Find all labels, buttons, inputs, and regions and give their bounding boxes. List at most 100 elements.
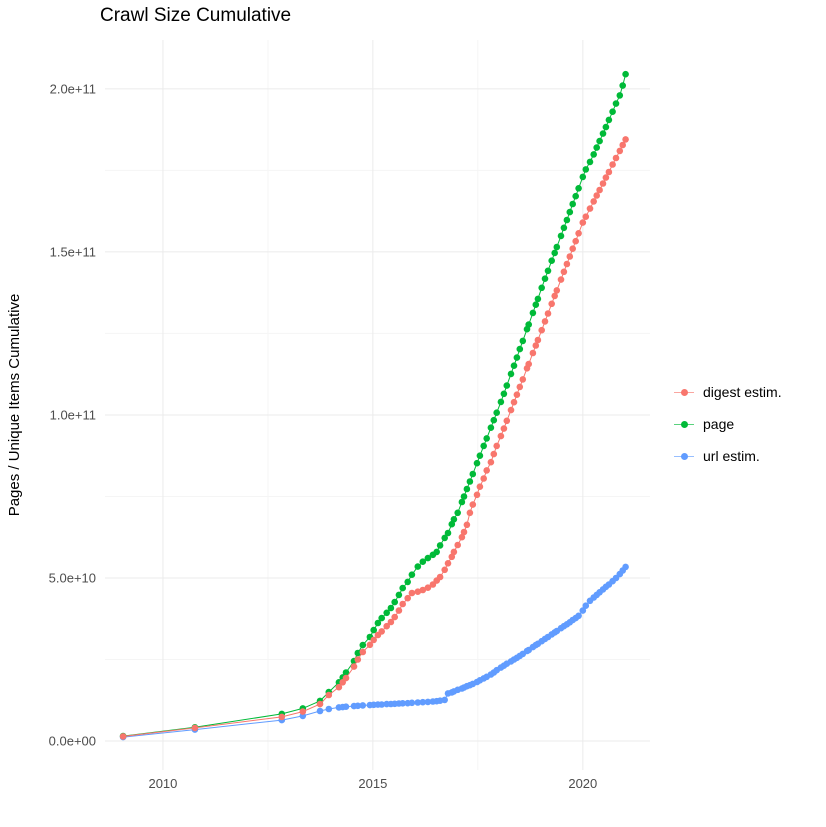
data-point-page [404,578,412,586]
data-point-digest-estim- [450,548,458,556]
data-point-page [553,243,561,251]
data-point-digest-estim- [458,533,466,541]
data-point-digest-estim- [370,636,378,644]
legend-key-digest-estim-icon [674,385,694,399]
data-point-page [378,614,386,622]
data-point-digest-estim- [553,287,561,294]
data-point-page [538,284,545,292]
data-point-digest-estim- [424,584,432,591]
data-point-url-estim- [378,701,386,708]
data-point-page [529,309,537,317]
data-point-page [419,558,427,565]
data-point-page [590,151,597,158]
data-point-page [395,591,403,599]
data-point-page [463,485,471,493]
x-tick-label: 2015 [358,776,387,791]
data-point-digest-estim- [519,376,527,383]
data-point-page [619,82,626,89]
data-point-page [469,470,477,478]
data-point-page [460,493,468,500]
data-point-url-estim- [316,707,324,715]
data-point-digest-estim- [404,594,412,602]
data-point-page [458,498,466,506]
data-point-page [593,144,600,151]
data-point-page [441,534,449,542]
data-point-page [370,626,378,634]
data-point-digest-estim- [342,674,350,682]
data-point-url-estim- [354,702,362,710]
data-point-page [424,554,432,562]
data-point-url-estim- [359,702,367,709]
data-point-digest-estim- [548,300,555,308]
data-point-page [596,137,603,145]
y-tick-label: 0.0e+00 [49,733,96,748]
data-point-digest-estim- [490,450,498,458]
data-point-url-estim- [325,705,333,713]
data-point-digest-estim- [507,406,515,414]
data-point-page [450,516,458,523]
data-point-digest-estim- [366,641,374,649]
data-point-page [408,571,416,578]
legend-label-url-estim: url estim. [703,448,760,464]
legend-label-page: page [703,416,735,432]
data-point-page [507,370,515,378]
data-point-page [599,130,607,137]
data-point-digest-estim- [503,417,511,425]
data-point-page [544,267,552,275]
data-point-page [563,216,571,224]
data-point-page [513,354,521,361]
data-point-digest-estim- [582,213,590,220]
data-point-digest-estim- [476,483,484,491]
data-point-digest-estim- [378,628,386,635]
data-point-digest-estim- [473,491,481,499]
data-point-digest-estim- [460,528,468,536]
series-line-digest-estim- [123,139,627,737]
data-point-digest-estim- [590,198,597,205]
data-point-url-estim- [414,699,422,706]
data-point-digest-estim- [560,268,568,276]
data-point-page [342,669,350,676]
legend-label-digest-estim: digest estim. [703,384,782,400]
data-point-page [503,382,511,389]
data-point-page [579,173,587,181]
data-point-page [466,478,474,485]
data-point-digest-estim- [563,260,571,268]
data-point-page [387,604,395,612]
data-point-url-estim- [622,563,629,571]
data-point-url-estim- [441,696,449,704]
data-point-digest-estim- [399,600,407,608]
data-point-page [557,232,565,240]
data-point-digest-estim- [510,398,518,406]
data-point-page [374,619,382,627]
data-point-digest-estim- [541,318,549,325]
legend-item-digest-estim: digest estim. [674,376,782,408]
data-point-digest-estim- [599,180,607,187]
data-point-digest-estim- [444,560,452,567]
data-point-digest-estim- [414,588,422,595]
data-point-page [493,409,501,417]
data-point-url-estim- [342,703,350,710]
data-point-page [541,275,549,283]
legend-item-page: page [674,408,782,440]
data-point-page [622,70,629,78]
data-point-digest-estim- [602,174,610,181]
data-point-page [519,337,527,345]
data-point-digest-estim- [513,391,521,399]
data-point-digest-estim- [586,205,594,212]
data-point-page [383,609,391,617]
data-point-digest-estim- [408,589,416,597]
data-point-digest-estim- [335,683,343,691]
data-point-page [480,442,488,450]
data-point-page [414,563,422,570]
data-point-page [551,249,558,257]
data-point-url-estim- [424,698,432,706]
data-point-url-estim- [399,700,407,707]
data-point-url-estim- [419,698,427,706]
data-point-url-estim- [575,612,582,620]
legend-key-url-estim-icon [674,449,694,463]
data-point-page [516,345,524,353]
data-point-digest-estim- [569,245,576,252]
data-point-digest-estim- [544,310,552,317]
data-point-page [575,185,582,192]
